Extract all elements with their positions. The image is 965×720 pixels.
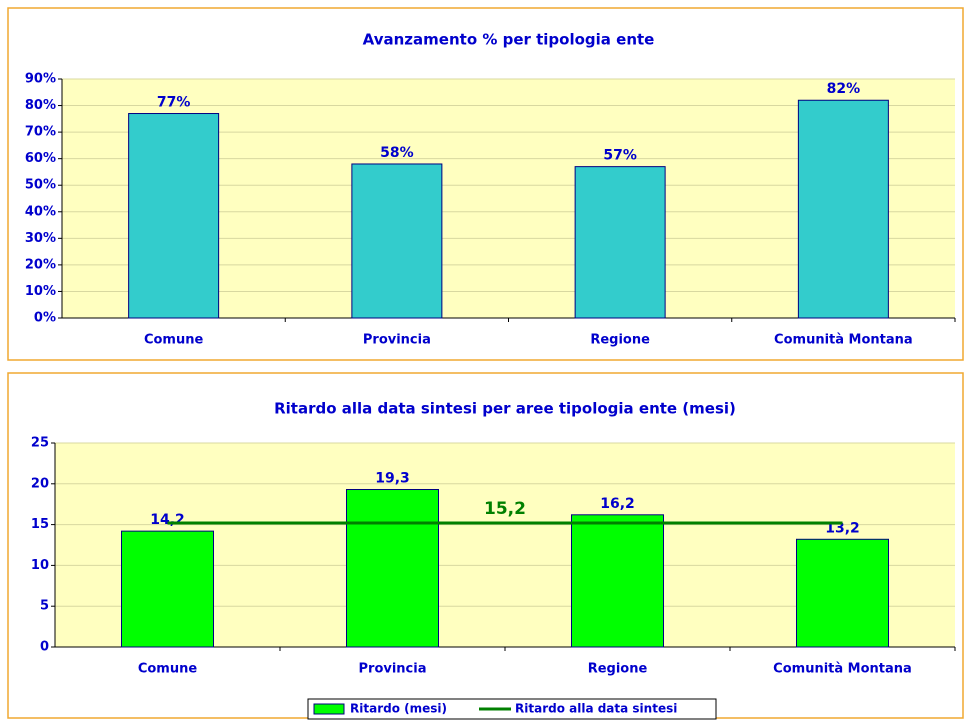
y-tick-label: 25 bbox=[31, 436, 49, 451]
chart-title: Avanzamento % per tipologia ente bbox=[363, 31, 655, 49]
x-tick-label: Regione bbox=[588, 662, 648, 677]
y-tick-label: 15 bbox=[31, 517, 49, 532]
bar bbox=[121, 530, 214, 648]
y-tick-label: 50% bbox=[25, 178, 56, 193]
y-tick-label: 20% bbox=[25, 257, 56, 272]
x-tick-label: Provincia bbox=[359, 662, 427, 677]
y-tick-label: 10 bbox=[31, 558, 49, 573]
data-label: 16,2 bbox=[600, 496, 635, 512]
data-label: 15,2 bbox=[484, 499, 526, 519]
data-label: 77% bbox=[157, 95, 191, 111]
x-tick-label: Comune bbox=[138, 662, 198, 677]
y-tick-label: 40% bbox=[25, 204, 56, 219]
y-tick-label: 80% bbox=[25, 98, 56, 113]
y-tick-label: 90% bbox=[25, 72, 56, 87]
legend-swatch bbox=[313, 703, 345, 715]
y-tick-label: 60% bbox=[25, 151, 56, 166]
legend-label: Ritardo (mesi) bbox=[350, 702, 447, 716]
y-tick-label: 10% bbox=[25, 284, 56, 299]
bar bbox=[351, 163, 443, 319]
legend-label: Ritardo alla data sintesi bbox=[515, 702, 677, 716]
bar bbox=[574, 166, 666, 319]
x-tick-label: Comunità Montana bbox=[774, 333, 913, 348]
x-tick-label: Comunità Montana bbox=[773, 662, 912, 677]
y-tick-label: 5 bbox=[40, 599, 49, 614]
bar bbox=[128, 113, 220, 319]
bar bbox=[797, 99, 889, 319]
data-label: 58% bbox=[380, 145, 414, 161]
x-tick-label: Provincia bbox=[363, 333, 431, 348]
y-tick-label: 30% bbox=[25, 231, 56, 246]
data-label: 82% bbox=[827, 81, 861, 97]
bar bbox=[571, 514, 664, 648]
y-tick-label: 70% bbox=[25, 125, 56, 140]
y-tick-label: 0% bbox=[34, 311, 56, 326]
y-tick-label: 0 bbox=[40, 640, 49, 655]
bar bbox=[346, 489, 439, 648]
legend bbox=[307, 698, 717, 720]
data-label: 57% bbox=[603, 148, 637, 164]
x-tick-label: Comune bbox=[144, 333, 204, 348]
chart-title: Ritardo alla data sintesi per aree tipol… bbox=[274, 400, 736, 418]
data-label: 14,2 bbox=[150, 512, 185, 528]
x-tick-label: Regione bbox=[590, 333, 650, 348]
data-label: 19,3 bbox=[375, 471, 410, 487]
y-tick-label: 20 bbox=[31, 476, 49, 491]
bar bbox=[796, 538, 889, 648]
